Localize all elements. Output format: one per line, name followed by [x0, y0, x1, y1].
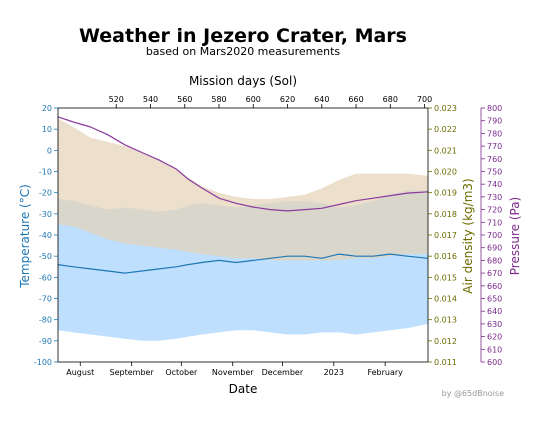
- date-tick-label-2: October: [165, 368, 198, 377]
- pressure-tick-label-17: 630: [487, 320, 502, 329]
- air-density-tick-label-2: 0.021: [434, 146, 457, 155]
- pressure-tick-label-12: 680: [487, 256, 502, 265]
- air-density-tick-label-9: 0.014: [434, 295, 457, 304]
- pressure-tick-label-9: 710: [487, 218, 502, 227]
- date-tick-label-5: 2023: [324, 368, 344, 377]
- air-density-tick-label-7: 0.016: [434, 252, 457, 261]
- air-density-tick-label-10: 0.013: [434, 316, 457, 325]
- pressure-tick-label-13: 670: [487, 269, 502, 278]
- pressure-tick-label-5: 750: [487, 168, 502, 177]
- temperature-tick-label-1: 10: [42, 125, 52, 134]
- temperature-tick-label-12: -100: [34, 358, 52, 367]
- series-line-2: [57, 253, 429, 274]
- top-tick-label-1: 540: [143, 95, 158, 104]
- date-tick-label-4: December: [262, 368, 304, 377]
- pressure-tick-label-0: 800: [487, 104, 502, 113]
- air-density-tick-label-6: 0.017: [434, 231, 457, 240]
- pressure-tick-label-16: 640: [487, 307, 502, 316]
- pressure-tick-label-19: 610: [487, 345, 502, 354]
- pressure-axis-title: Pressure (Pa): [508, 197, 522, 275]
- air-density-tick-label-4: 0.019: [434, 189, 457, 198]
- temperature-tick-label-8: -60: [39, 273, 52, 282]
- top-tick-label-4: 600: [246, 95, 261, 104]
- air-density-tick-label-8: 0.015: [434, 273, 457, 282]
- pressure-tick-label-8: 720: [487, 206, 502, 215]
- date-tick-label-1: September: [110, 368, 155, 377]
- top-axis-title: Mission days (Sol): [189, 74, 297, 88]
- top-tick-label-8: 680: [383, 95, 398, 104]
- air-density-tick-label-5: 0.018: [434, 210, 457, 219]
- top-tick-label-5: 620: [280, 95, 295, 104]
- credit-label: by @65dBnoise: [442, 389, 504, 398]
- series-band-1: [58, 118, 428, 261]
- series-line-3: [57, 116, 429, 212]
- pressure-tick-label-11: 690: [487, 244, 502, 253]
- pressure-tick-label-20: 600: [487, 358, 502, 367]
- pressure-tick-label-10: 700: [487, 231, 502, 240]
- date-tick-label-6: February: [367, 368, 403, 377]
- air-density-tick-label-0: 0.023: [434, 104, 457, 113]
- date-tick-label-0: August: [66, 368, 94, 377]
- pressure-tick-label-15: 650: [487, 295, 502, 304]
- pressure-tick-label-14: 660: [487, 282, 502, 291]
- temperature-tick-label-4: -20: [39, 189, 52, 198]
- air-density-tick-label-11: 0.012: [434, 337, 457, 346]
- top-tick-label-2: 560: [177, 95, 192, 104]
- temperature-tick-label-3: -10: [39, 168, 52, 177]
- temperature-tick-label-11: -90: [39, 337, 52, 346]
- top-tick-label-6: 640: [314, 95, 329, 104]
- temperature-tick-label-2: 0: [47, 146, 52, 155]
- temperature-tick-label-10: -80: [39, 316, 52, 325]
- temperature-tick-label-0: 20: [42, 104, 52, 113]
- top-tick-label-0: 520: [109, 95, 124, 104]
- pressure-tick-label-18: 620: [487, 333, 502, 342]
- air-density-tick-label-12: 0.011: [434, 358, 457, 367]
- air-density-tick-label-3: 0.020: [434, 168, 457, 177]
- date-tick-label-3: November: [212, 368, 254, 377]
- temperature-tick-label-5: -30: [39, 210, 52, 219]
- pressure-tick-label-4: 760: [487, 155, 502, 164]
- temperature-tick-label-7: -50: [39, 252, 52, 261]
- chart-subtitle: based on Mars2020 measurements: [146, 45, 341, 58]
- air-density-axis-title: Air density (kg/m3): [461, 178, 475, 293]
- top-tick-label-7: 660: [348, 95, 363, 104]
- pressure-tick-label-1: 790: [487, 117, 502, 126]
- temperature-axis-title: Temperature (°C): [18, 184, 32, 289]
- pressure-tick-label-6: 740: [487, 180, 502, 189]
- x-axis-title: Date: [229, 382, 258, 396]
- pressure-tick-label-7: 730: [487, 193, 502, 202]
- top-tick-label-3: 580: [211, 95, 226, 104]
- temperature-tick-label-9: -70: [39, 295, 52, 304]
- pressure-tick-label-2: 780: [487, 129, 502, 138]
- chart-title: Weather in Jezero Crater, Mars: [79, 25, 407, 47]
- air-density-tick-label-1: 0.022: [434, 125, 457, 134]
- temperature-tick-label-6: -40: [39, 231, 52, 240]
- top-tick-label-9: 700: [417, 95, 432, 104]
- pressure-tick-label-3: 770: [487, 142, 502, 151]
